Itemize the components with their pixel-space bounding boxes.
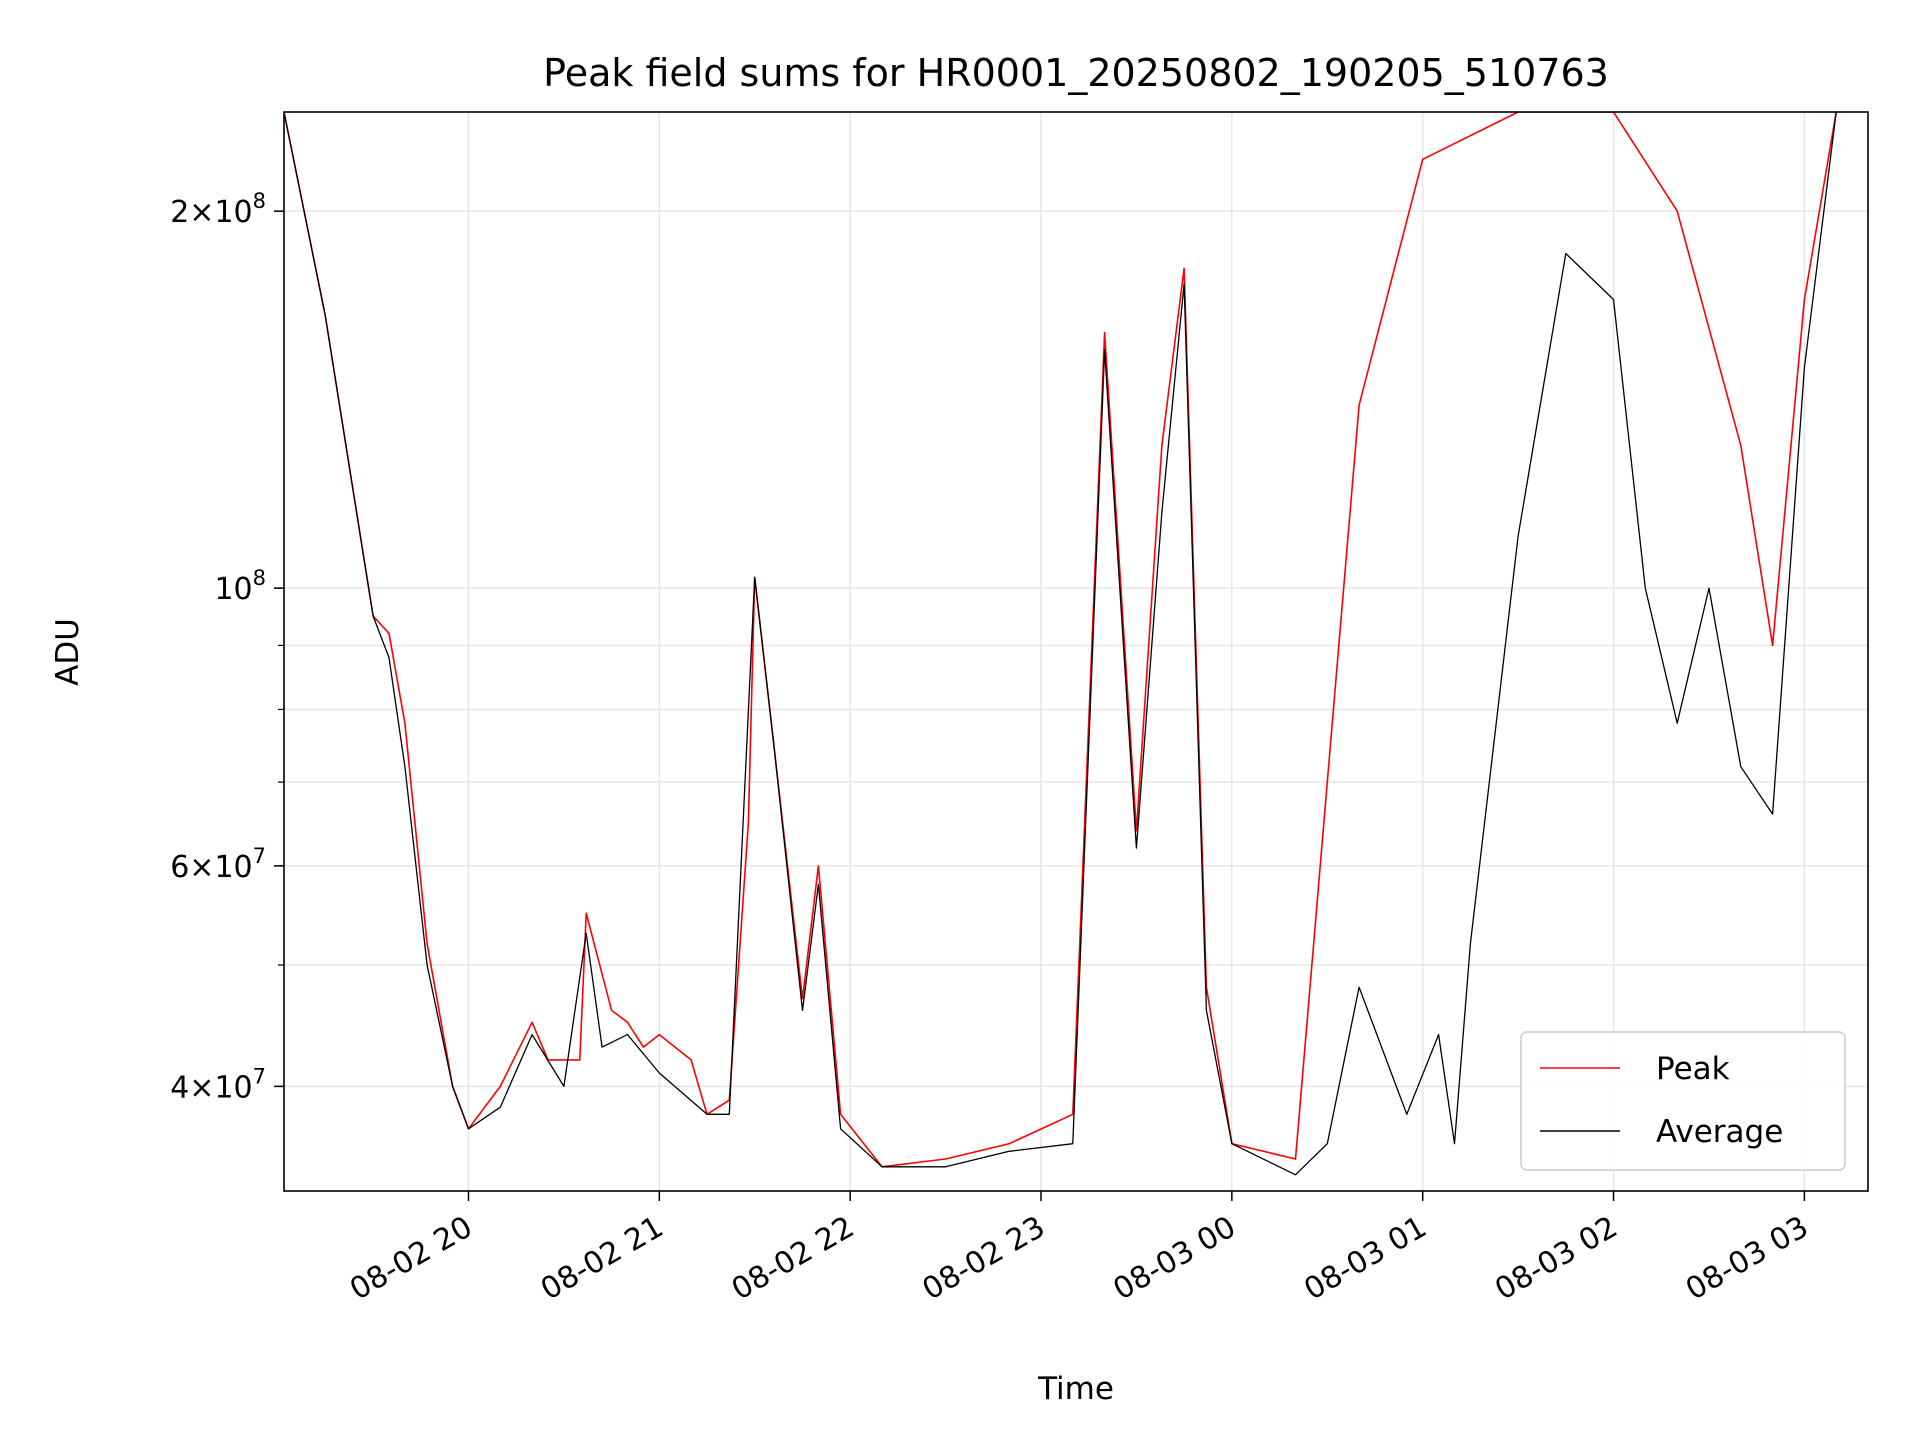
legend-box	[1520, 1031, 1846, 1171]
y-tick-label: 4×107	[170, 1064, 266, 1105]
grid	[284, 112, 1868, 1191]
y-tick-label: 108	[214, 566, 266, 607]
legend: Peak Average	[1520, 1031, 1846, 1171]
legend-peak-label: Peak	[1656, 1051, 1730, 1087]
y-axis-label: ADU	[50, 618, 86, 686]
series-line-average	[284, 112, 1837, 1176]
x-axis-label: Time	[1037, 1371, 1114, 1407]
plot-frame	[283, 111, 1869, 1192]
y-axis: 4×107 6×107 108 2×108	[170, 189, 284, 1105]
y-tick-label: 6×107	[170, 844, 266, 885]
legend-average-label: Average	[1656, 1114, 1783, 1150]
series-layer	[284, 112, 1837, 1176]
chart-title: Peak field sums for HR0001_20250802_1902…	[543, 51, 1609, 95]
y-tick-label: 2×108	[170, 189, 266, 230]
